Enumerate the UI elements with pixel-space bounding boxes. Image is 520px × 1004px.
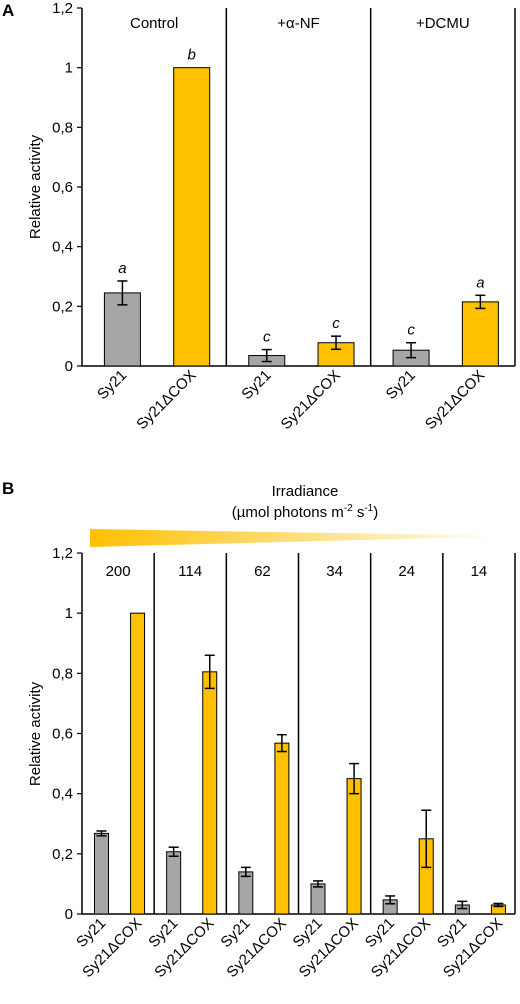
panel-b-ytick-label: 0: [65, 906, 73, 923]
irradiance-title: Irradiance: [272, 483, 339, 500]
panel-b-bar: [93, 832, 109, 915]
panel-a-significance-letter: c: [407, 322, 415, 339]
panel-a-ytick-label: 1,2: [52, 0, 73, 17]
panel-b-group-label: 114: [178, 563, 202, 580]
panel-a-category-label: Sy21ΔCOX: [278, 367, 344, 433]
panel-b-bar: [166, 851, 182, 915]
panel-a-category-label: Sy21ΔCOX: [422, 367, 488, 433]
irradiance-subtitle: (µmol photons m-2 s-1): [232, 503, 379, 521]
panel-a-ytick-label: 0: [65, 358, 73, 375]
panel-a-ytick-label: 0,2: [52, 298, 73, 315]
panel-a-ylabel: Relative activity: [27, 134, 44, 239]
panel-b-ytick-label: 0,4: [52, 786, 73, 803]
panel-b-bar: [274, 742, 290, 915]
panel-b-ytick-label: 1,2: [52, 545, 73, 562]
panel-a-ytick-label: 0,4: [52, 239, 73, 256]
panel-b-ytick-label: 0,6: [52, 726, 73, 743]
panel-a-ytick-label: 0,6: [52, 179, 73, 196]
panel-b-group-label: 200: [106, 563, 131, 580]
panel-label-b: B: [2, 479, 14, 498]
panel-b-group-label: 62: [254, 563, 271, 580]
panel-b-group-label: 14: [471, 563, 488, 580]
panel-a-significance-letter: c: [263, 329, 271, 346]
panel-a-category-label: Sy21: [383, 367, 419, 403]
panel-b-ytick-label: 0,8: [52, 665, 73, 682]
panel-a-category-label: Sy21: [94, 367, 130, 403]
panel-b-ytick-label: 0,2: [52, 846, 73, 863]
panel-a-significance-letter: c: [332, 315, 340, 332]
panel-a-bar: [173, 67, 211, 367]
panel-a-ytick-label: 1: [65, 60, 73, 77]
panel-b-group-label: 24: [398, 563, 415, 580]
panel-label-a: A: [2, 1, 14, 20]
panel-a-group-label: +α-NF: [277, 15, 319, 32]
panel-a-significance-letter: b: [188, 47, 196, 64]
panel-b-bar: [130, 612, 146, 915]
panel-b-ylabel: Relative activity: [27, 681, 44, 786]
panel-b-ytick-label: 1: [65, 605, 73, 622]
panel-a-category-label: Sy21: [238, 367, 274, 403]
panel-b-bar: [238, 871, 254, 915]
panel-a-group-label: Control: [130, 15, 178, 32]
panel-b-plot: 00,20,40,60,811,2200Sy21Sy21ΔCOX114Sy21S…: [52, 545, 516, 981]
panel-a-ytick-label: 0,8: [52, 119, 73, 136]
panel-b-group-label: 34: [326, 563, 343, 580]
panel-b-bar: [202, 671, 218, 915]
panel-a-plot: 0 0,2 0,4 0,6 0,8 1 1,2 Control a Sy21 b Sy21ΔCOX +α…: [52, 0, 516, 433]
panel-a-group-label: +DCMU: [416, 15, 470, 32]
panel-a-bar: [461, 301, 499, 367]
panel-b-bar: [310, 883, 326, 915]
panel-a-category-label: Sy21ΔCOX: [133, 367, 199, 433]
panel-a-significance-letter: a: [118, 260, 126, 277]
panel-a-significance-letter: a: [476, 274, 484, 291]
irradiance-gradient-wedge: [90, 529, 515, 547]
panel-b-bar: [346, 778, 362, 915]
